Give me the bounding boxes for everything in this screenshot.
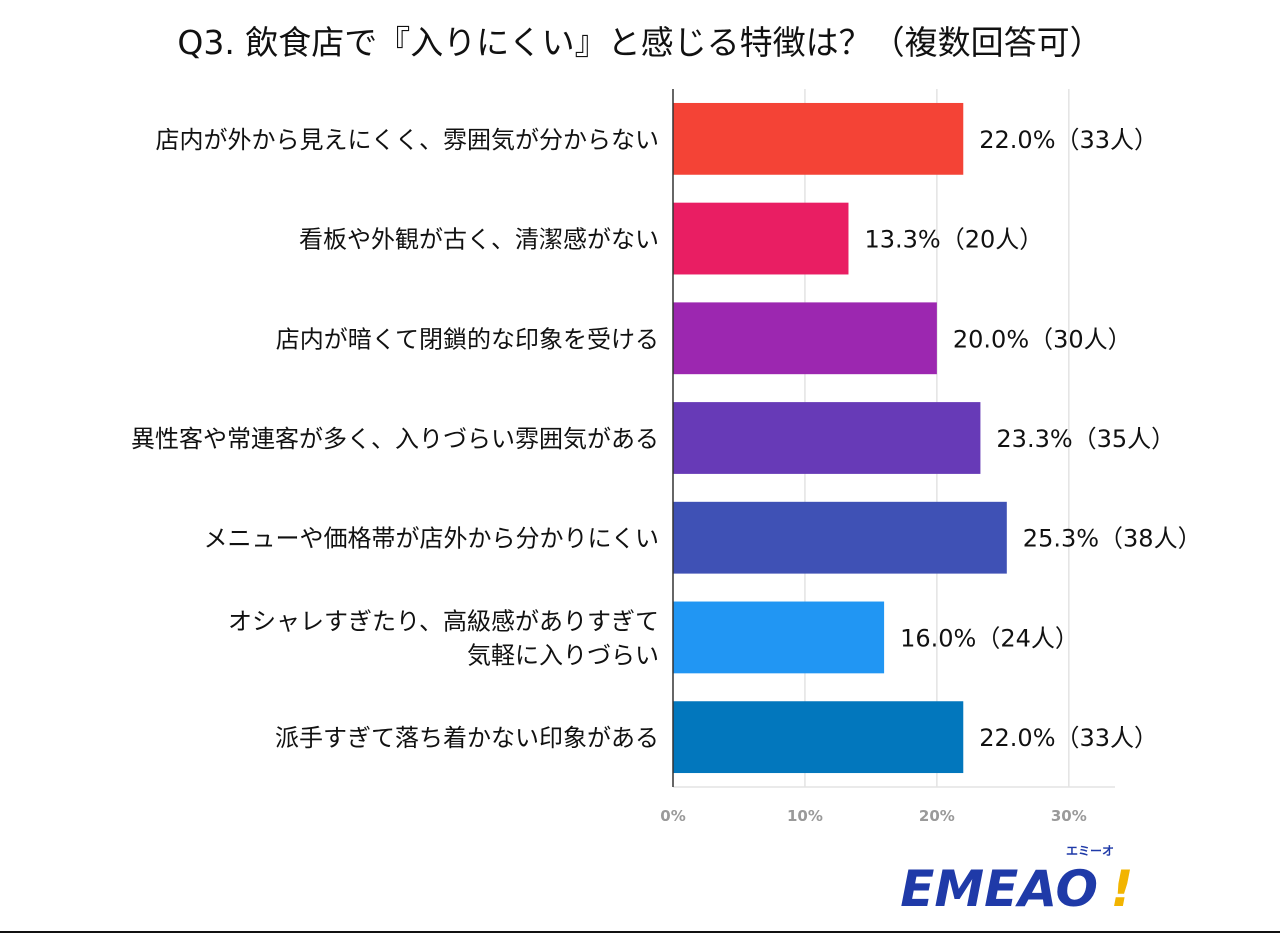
emeao-logo: エミーオ EMEAO ! bbox=[900, 844, 1133, 918]
x-axis-ticks: 0% 10% 20% 30% bbox=[660, 807, 1087, 825]
data-label: 16.0%（24人） bbox=[900, 624, 1079, 652]
logo-exclamation: ! bbox=[1111, 860, 1134, 918]
data-label: 22.0%（33人） bbox=[979, 126, 1158, 154]
bar-series bbox=[673, 102, 1007, 774]
bar bbox=[673, 601, 885, 674]
data-label: 23.3%（35人） bbox=[996, 425, 1175, 453]
x-tick-label: 0% bbox=[660, 807, 685, 825]
x-tick-label: 30% bbox=[1051, 807, 1087, 825]
bar bbox=[673, 701, 964, 774]
category-label: 店内が暗くて閉鎖的な印象を受ける bbox=[276, 325, 659, 353]
data-label: 22.0%（33人） bbox=[979, 724, 1158, 752]
x-tick-label: 10% bbox=[787, 807, 823, 825]
category-label: 店内が外から見えにくく、雰囲気が分からない bbox=[155, 126, 659, 154]
category-label: オシャレすぎたり、高級感がありすぎて bbox=[228, 607, 659, 635]
category-label: 異性客や常連客が多く、入りづらい雰囲気がある bbox=[131, 425, 659, 453]
logo-kana: エミーオ bbox=[1066, 844, 1114, 858]
data-label: 25.3%（38人） bbox=[1023, 525, 1202, 553]
data-label: 20.0%（30人） bbox=[953, 325, 1132, 353]
bar bbox=[673, 501, 1007, 574]
bar bbox=[673, 102, 964, 175]
bar bbox=[673, 302, 937, 375]
data-label: 13.3%（20人） bbox=[864, 226, 1043, 254]
data-labels: 22.0%（33人） 13.3%（20人） 20.0%（30人） 23.3%（35人）… bbox=[864, 126, 1201, 752]
category-label: メニューや価格帯が店外から分かりにくい bbox=[203, 525, 659, 553]
category-label: 派手すぎて落ち着かない印象がある bbox=[275, 724, 659, 752]
x-tick-label: 20% bbox=[919, 807, 955, 825]
category-label: 看板や外観が古く、清潔感がない bbox=[299, 226, 659, 254]
logo-wordmark: EMEAO bbox=[900, 860, 1098, 918]
bar bbox=[673, 402, 981, 474]
category-label: 気軽に入りづらい bbox=[467, 641, 659, 669]
bar bbox=[673, 202, 849, 275]
chart-title: Q3. 飲食店で『入りにくい』と感じる特徴は？（複数回答可） bbox=[177, 23, 1102, 62]
category-labels: 店内が外から見えにくく、雰囲気が分からない看板や外観が古く、清潔感がない店内が暗… bbox=[131, 126, 659, 752]
